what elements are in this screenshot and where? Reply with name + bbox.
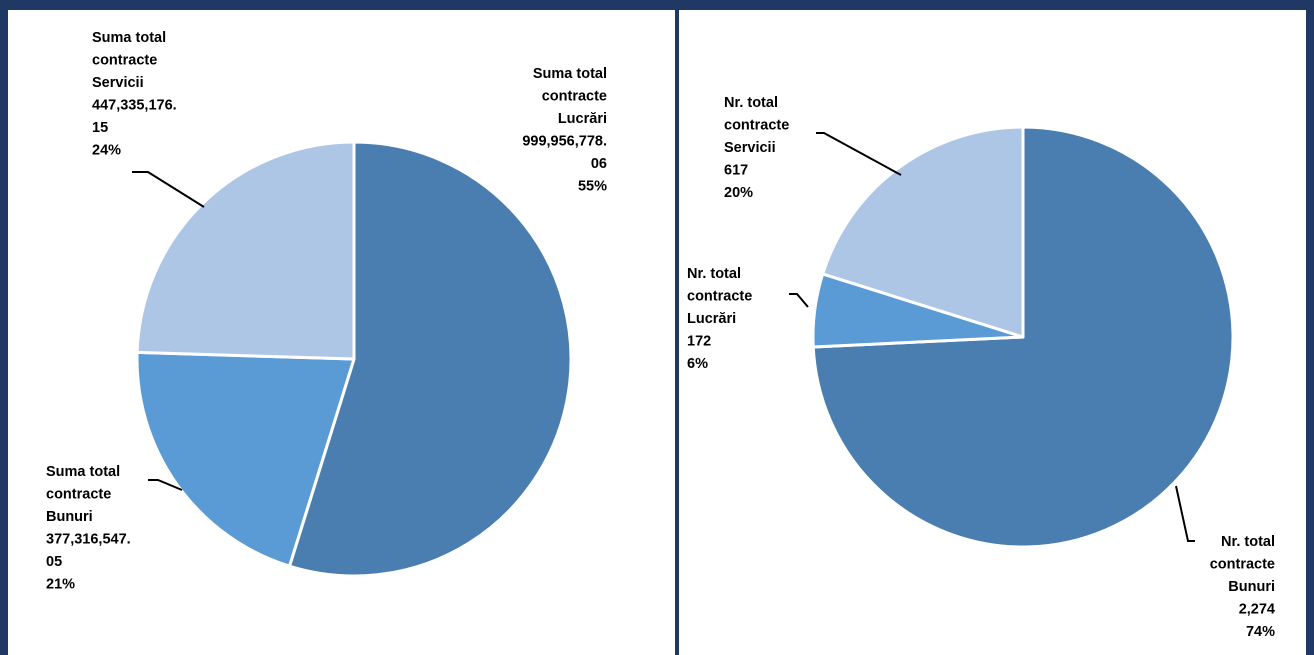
data-label-line: 05 bbox=[46, 554, 62, 570]
chart-panel-value: Suma total contracte Lucrări 999,956,778. 06… bbox=[8, 10, 675, 655]
pie-chart-value: Suma total contracte Lucrări 999,956,778. 06… bbox=[46, 30, 607, 593]
pie-slice-servicii bbox=[821, 125, 1025, 339]
data-label-line: contracte bbox=[724, 118, 789, 134]
data-label-line: Lucrări bbox=[687, 311, 736, 327]
data-label-line: 74% bbox=[1246, 624, 1275, 640]
data-label-line: 2,274 bbox=[1239, 602, 1275, 618]
data-label-line: 20% bbox=[724, 185, 753, 201]
leader-line-bunuri bbox=[148, 479, 183, 491]
data-label-bunuri: Nr. total contracte Bunuri 2,274 74% bbox=[1210, 534, 1275, 640]
data-label-line: 617 bbox=[724, 163, 748, 179]
data-label-line: 447,335,176. bbox=[92, 98, 177, 114]
data-label-line: Suma total bbox=[92, 30, 166, 46]
data-label-line: Bunuri bbox=[1228, 579, 1275, 595]
leader-line-servicii bbox=[816, 132, 902, 176]
data-label-line: Servicii bbox=[92, 75, 144, 91]
data-label-line: Servicii bbox=[724, 140, 776, 156]
data-label-line: Suma total bbox=[46, 464, 120, 480]
pie-chart-count: Nr. total contracte Bunuri 2,274 74%Nr. tota… bbox=[687, 95, 1275, 640]
data-label-line: 15 bbox=[92, 120, 108, 136]
data-label-servicii: Suma total contracte Servicii 447,335,176. 1… bbox=[92, 30, 177, 159]
data-label-line: contracte bbox=[1210, 557, 1275, 573]
data-label-line: 377,316,547. bbox=[46, 532, 131, 548]
data-label-line: Suma total bbox=[533, 66, 607, 82]
data-label-lucrari: Suma total contracte Lucrări 999,956,778. 06… bbox=[522, 66, 607, 195]
data-label-line: contracte bbox=[92, 53, 157, 69]
chart-panel-count: Nr. total contracte Bunuri 2,274 74% Nr. tota… bbox=[679, 10, 1306, 655]
leader-line-lucrari bbox=[789, 293, 809, 308]
data-label-line: 999,956,778. bbox=[522, 134, 607, 150]
data-label-line: 06 bbox=[591, 156, 607, 172]
pie-slice-servicii bbox=[135, 140, 356, 361]
pie-slice-bunuri bbox=[135, 350, 356, 568]
data-label-line: Nr. total bbox=[687, 266, 741, 282]
data-label-servicii: Nr. total contracte Servicii 617 20% bbox=[724, 95, 789, 201]
data-label-line: contracte bbox=[687, 289, 752, 305]
data-label-line: contracte bbox=[46, 487, 111, 503]
data-label-line: 24% bbox=[92, 143, 121, 159]
data-label-line: 21% bbox=[46, 577, 75, 593]
data-label-lucrari: Nr. total contracte Lucrări 172 6% bbox=[687, 266, 752, 372]
data-label-line: Nr. total bbox=[724, 95, 778, 111]
data-label-line: contracte bbox=[542, 89, 607, 105]
data-label-line: 6% bbox=[687, 356, 708, 372]
data-label-line: Nr. total bbox=[1221, 534, 1275, 550]
data-label-line: Lucrări bbox=[558, 111, 607, 127]
leader-line-servicii bbox=[132, 171, 205, 208]
data-label-line: Bunuri bbox=[46, 509, 93, 525]
leader-line-bunuri bbox=[1175, 485, 1195, 542]
data-label-line: 172 bbox=[687, 334, 711, 350]
pie-slice-lucrari bbox=[287, 140, 573, 578]
data-label-bunuri: Suma total contracte Bunuri 377,316,547. 05 2… bbox=[46, 464, 131, 593]
data-label-line: 55% bbox=[578, 179, 607, 195]
